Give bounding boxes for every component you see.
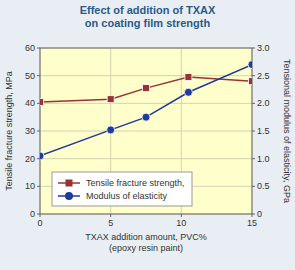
chart: Effect of addition of TXAXon coating fil…	[0, 0, 295, 270]
point	[107, 126, 115, 134]
y2-axis-label: Tensional modulus of elasticity, GPa	[282, 59, 292, 203]
legend: Tensile fracture strength, Modulus of ela…	[52, 172, 192, 206]
point	[185, 74, 192, 81]
grid-line	[40, 158, 252, 159]
tick-label: 0	[30, 209, 35, 219]
tick-label: 30	[25, 126, 35, 136]
tick	[37, 103, 40, 104]
tick-label: 10	[176, 218, 186, 228]
tick	[37, 48, 40, 49]
tick-label: 0	[37, 218, 42, 228]
point	[40, 152, 44, 160]
x-axis-label: TXAX addition amount, PVC%(epoxy resin p…	[85, 232, 207, 253]
tick	[252, 186, 255, 187]
title-line: Effect of addition of TXAX	[80, 4, 216, 16]
point	[107, 96, 114, 103]
y-axis-label: Tensile fracture strength, MPa	[4, 71, 14, 191]
series-line	[40, 65, 252, 156]
legend-label: Modulus of elasticity	[86, 191, 168, 201]
plot-area	[40, 48, 252, 214]
tick	[37, 158, 40, 159]
x-axis-label-line: TXAX addition amount, PVC%	[85, 232, 207, 242]
tick-label: 1.0	[257, 154, 270, 164]
title: Effect of addition of TXAXon coating fil…	[80, 4, 216, 29]
grid-line	[40, 103, 252, 104]
x-axis-label-line: (epoxy resin paint)	[109, 243, 183, 253]
tick-label: 2.0	[257, 98, 270, 108]
grid-line	[40, 75, 252, 76]
point	[184, 88, 192, 96]
tick-label: 0	[257, 209, 262, 219]
tick	[110, 214, 111, 217]
plot-frame	[40, 48, 252, 214]
tick	[252, 75, 255, 76]
legend-marker	[66, 180, 73, 187]
point	[142, 113, 150, 121]
legend-marker	[65, 192, 73, 200]
tick	[252, 158, 255, 159]
series-line	[40, 77, 252, 102]
tick-label: 2.5	[257, 71, 270, 81]
tick	[252, 48, 255, 49]
tick	[252, 103, 255, 104]
tick	[252, 214, 253, 217]
tick	[181, 214, 182, 217]
tick-label: 5	[108, 218, 113, 228]
tick-label: 40	[25, 98, 35, 108]
point	[249, 78, 253, 85]
tick-label: 1.5	[257, 126, 270, 136]
point	[248, 61, 252, 69]
series-group	[40, 61, 252, 160]
title-line: on coating film strength	[85, 17, 211, 29]
tick	[37, 75, 40, 76]
tick-label: 3.0	[257, 43, 270, 53]
tick-label: 60	[25, 43, 35, 53]
tick	[37, 131, 40, 132]
tick-label: 0.5	[257, 181, 270, 191]
tick-label: 10	[25, 181, 35, 191]
tick	[37, 186, 40, 187]
legend-label: Tensile fracture strength,	[86, 178, 185, 188]
legend-box	[52, 172, 192, 206]
tick	[252, 131, 255, 132]
tick-label: 15	[247, 218, 257, 228]
tick-label: 20	[25, 154, 35, 164]
tick	[40, 214, 41, 217]
grid-line	[40, 131, 252, 132]
point	[143, 85, 150, 92]
point	[40, 98, 44, 105]
tick-label: 50	[25, 71, 35, 81]
